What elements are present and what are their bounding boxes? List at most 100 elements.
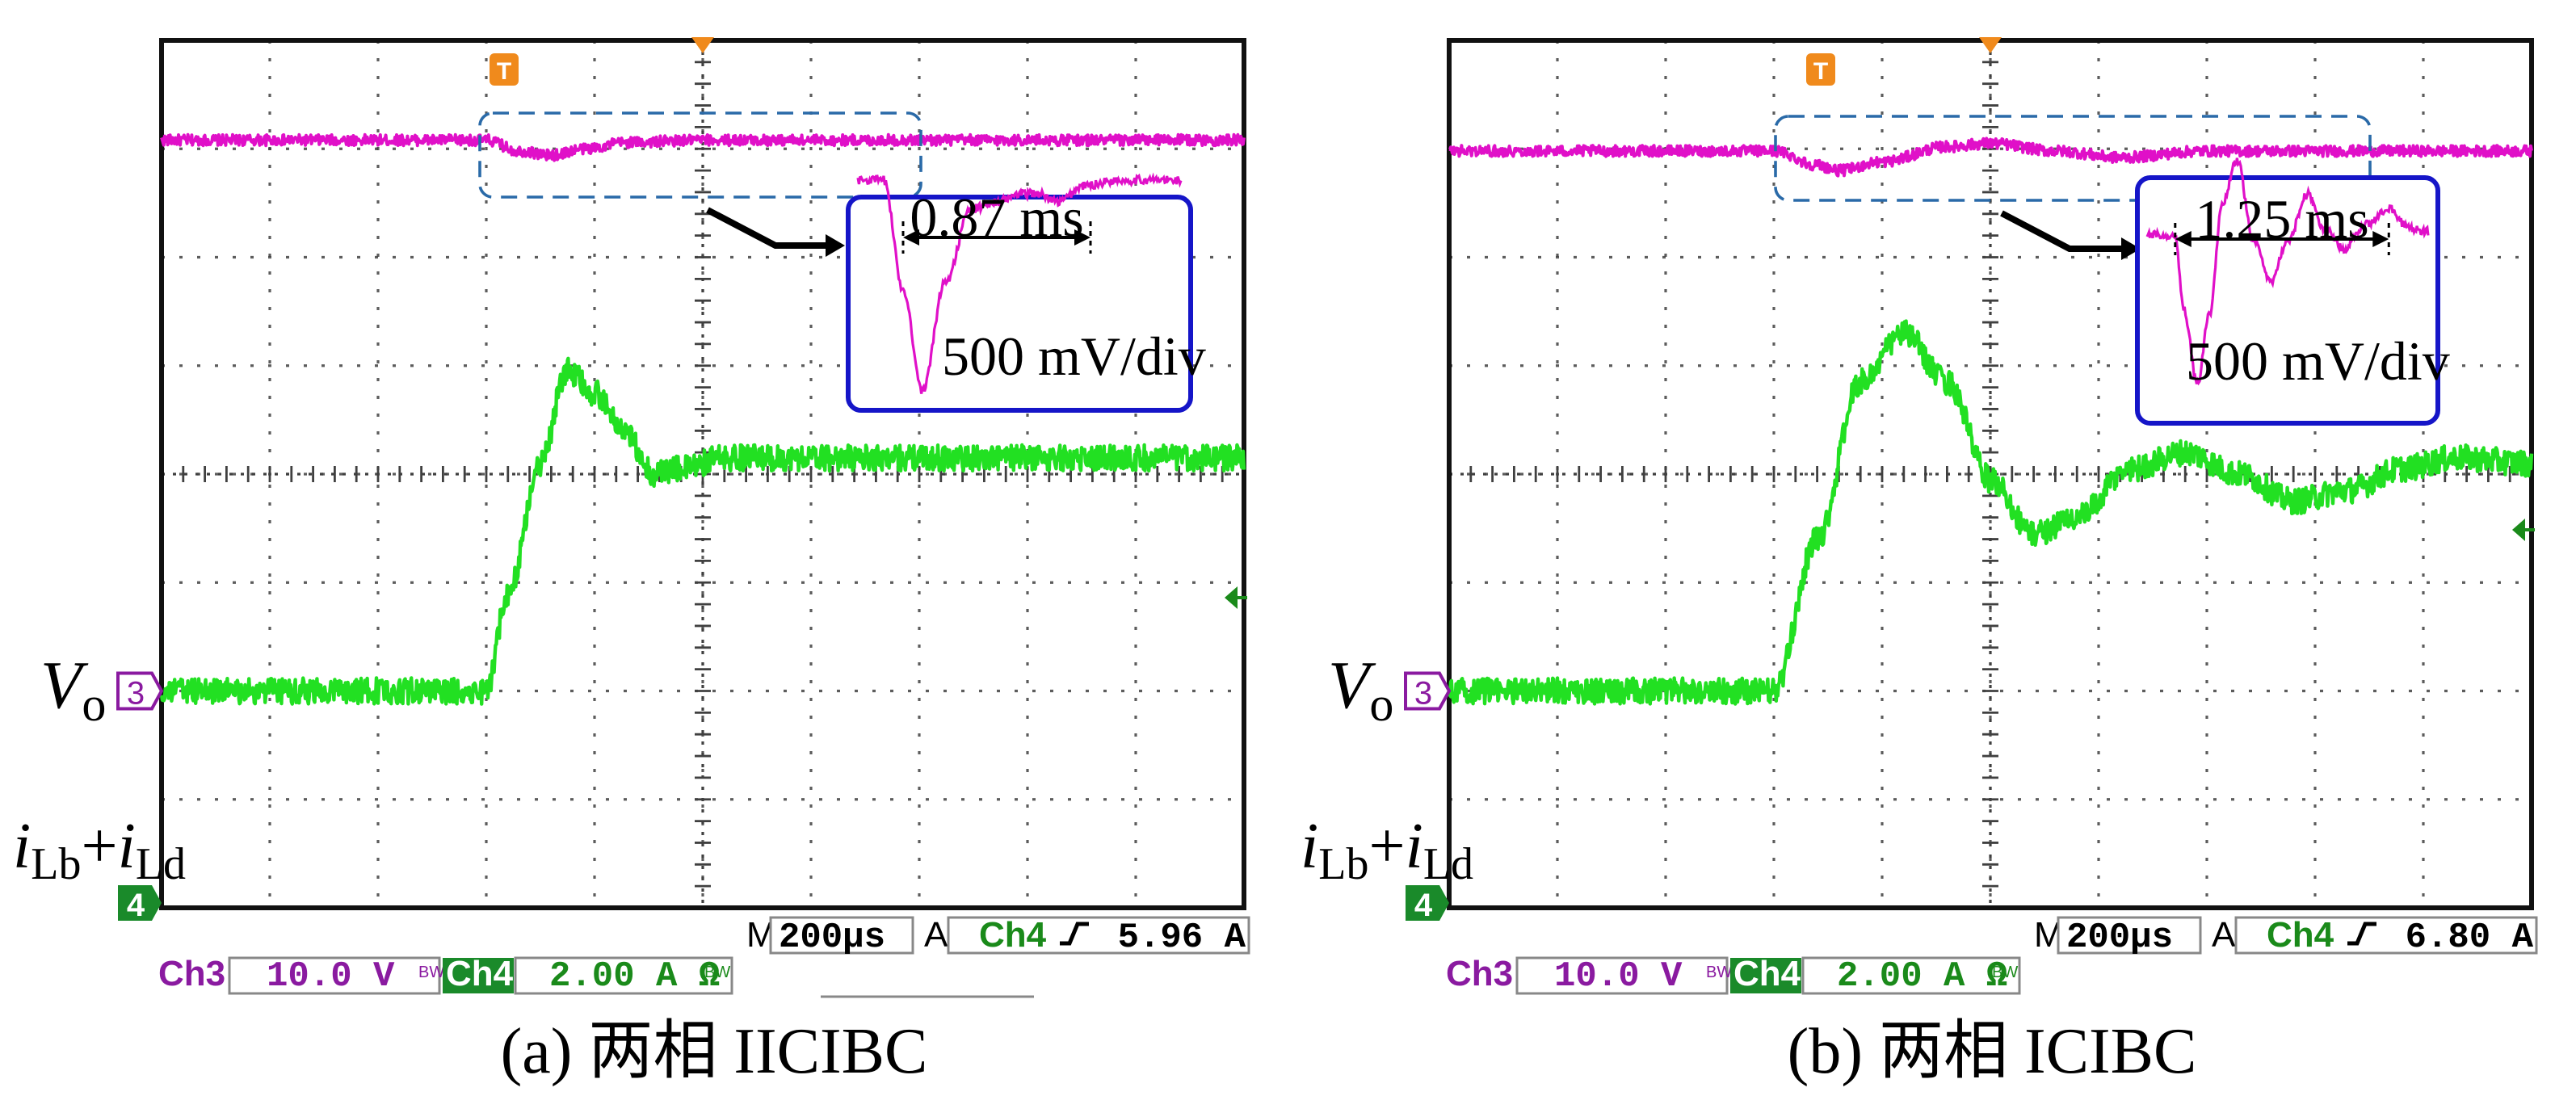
trigger-level: 5.96 A bbox=[1118, 918, 1246, 958]
timebase-value: 200µs bbox=[779, 918, 885, 958]
vo-main: V bbox=[1328, 648, 1376, 723]
vo-sub: o bbox=[82, 678, 106, 731]
ch4-scale-box bbox=[514, 956, 733, 995]
vo-main: V bbox=[40, 648, 89, 723]
scope-panel-b: T 1.25 ms 500 mV/div 3 4 Vo iLb+iLd M 200µs A Ch4 6… bbox=[1288, 0, 2575, 1117]
ch4-ground-marker: 4 bbox=[1406, 885, 1449, 923]
ch4-label: Ch4 bbox=[446, 954, 514, 993]
rising-edge-icon bbox=[1060, 922, 1089, 946]
trace-ch4 bbox=[159, 356, 1246, 706]
measure-arrow-left-icon bbox=[903, 229, 919, 246]
ch4-scale: 2.00 A Ω bbox=[549, 956, 720, 997]
i-lb-main: i bbox=[13, 811, 31, 882]
ch4-marker-text: 4 bbox=[1414, 888, 1433, 923]
i-ld-main: i bbox=[118, 811, 136, 882]
status-bar-channels: Ch3 10.0 V BW Ch4 2.00 A ΩBW bbox=[158, 954, 1034, 998]
trigger-position-marker bbox=[1979, 37, 2002, 53]
trigger-level: 6.80 A bbox=[2406, 918, 2534, 958]
zoom-region-box bbox=[1774, 115, 2372, 202]
timebase-value: 200µs bbox=[2066, 918, 2173, 958]
ch3-label: Ch3 bbox=[158, 954, 225, 993]
trigger-badge-text: T bbox=[497, 58, 511, 85]
ch3-scale-box bbox=[1515, 956, 1729, 995]
ch4-marker-shape bbox=[1406, 885, 1449, 921]
inset-trace-ch3 bbox=[856, 172, 1183, 394]
measure-arrow-right-icon bbox=[1074, 229, 1090, 246]
trigger-source: Ch4 bbox=[2267, 915, 2334, 955]
i-ld-sub: Ld bbox=[136, 839, 186, 889]
arrow-head-icon bbox=[826, 234, 845, 257]
inset-zoom: 0.87 ms 500 mV/div bbox=[846, 172, 1206, 413]
i-ld-sub: Ld bbox=[1423, 839, 1473, 889]
inset-time-label: 0.87 ms bbox=[910, 187, 1083, 248]
current-label: iLb+iLd bbox=[1301, 811, 1473, 889]
i-ld-main: i bbox=[1406, 811, 1423, 882]
vo-sub: o bbox=[1369, 678, 1393, 731]
trigger-badge bbox=[490, 53, 519, 86]
ch4-bw-icon: BW bbox=[1992, 964, 2018, 981]
inset-time-label: 1.25 ms bbox=[2195, 188, 2368, 250]
status-bar-timebase: M 200µs A Ch4 5.96 A bbox=[746, 915, 1250, 958]
trigger-box bbox=[947, 916, 1250, 955]
ch3-scale-box bbox=[228, 956, 441, 995]
vo-label: Vo bbox=[1328, 648, 1393, 731]
zoom-pointer-arrow bbox=[2000, 210, 2128, 252]
ch4-scale-box bbox=[1801, 956, 2021, 995]
ch3-scale: 10.0 V bbox=[1554, 956, 1683, 997]
scope-panel-a: T 0.87 ms 500 mV/div 3 4 Vo iLb+iLd M 200µs A Ch4 5… bbox=[13, 37, 1250, 1087]
rising-edge-icon bbox=[2347, 922, 2376, 946]
inset-scale-label: 500 mV/div bbox=[2186, 330, 2450, 392]
trigger-box bbox=[2234, 916, 2538, 955]
trace-ch4 bbox=[1448, 319, 2534, 706]
zoom-pointer-arrow bbox=[706, 207, 832, 249]
plus-sign: + bbox=[1368, 811, 1405, 882]
ch4-label: Ch4 bbox=[1733, 954, 1801, 993]
measure-arrow-right-icon bbox=[2372, 231, 2389, 247]
current-label: iLb+iLd bbox=[13, 811, 186, 889]
i-lb-sub: Lb bbox=[1318, 839, 1368, 889]
ch3-scale: 10.0 V bbox=[267, 956, 395, 997]
panel-caption: (a) 两相 IICIBC bbox=[501, 1016, 928, 1087]
ch4-label-bg bbox=[1730, 958, 1801, 993]
ch3-ground-marker: 3 bbox=[116, 671, 164, 712]
ch3-label: Ch3 bbox=[1446, 954, 1513, 993]
trigger-badge bbox=[1806, 53, 1835, 86]
ch3-marker-shape bbox=[116, 671, 164, 711]
ch3-bw-icon: BW bbox=[418, 964, 444, 981]
inset-scale-label: 500 mV/div bbox=[942, 325, 1206, 387]
grid bbox=[160, 39, 1246, 909]
ch3-marker-text: 3 bbox=[1414, 676, 1432, 712]
trace-ch3 bbox=[1448, 136, 2533, 178]
ch3-ground-marker: 3 bbox=[1404, 671, 1452, 712]
timebase-box bbox=[769, 916, 914, 955]
trigger-badge-text: T bbox=[1813, 58, 1828, 85]
trigger-mode: A bbox=[924, 915, 948, 955]
timebase-box bbox=[2057, 916, 2202, 955]
plus-sign: + bbox=[81, 811, 117, 882]
ch3-marker-text: 3 bbox=[127, 676, 145, 712]
status-bar-channels: Ch3 10.0 V BW Ch4 2.00 A ΩBW bbox=[1446, 954, 2021, 997]
panel-caption: (b) 两相 ICIBC bbox=[1788, 1016, 2197, 1087]
trace-ch3 bbox=[160, 132, 1246, 162]
ch3-marker-shape bbox=[1404, 671, 1452, 711]
ch3-bw-icon: BW bbox=[1706, 964, 1732, 981]
ch4-ground-marker: 4 bbox=[118, 885, 162, 923]
inset-zoom: 1.25 ms 500 mV/div bbox=[2135, 157, 2450, 426]
ch4-label-bg bbox=[443, 958, 514, 993]
ch4-scale: 2.00 A Ω bbox=[1837, 956, 2007, 997]
status-bar-timebase: M 200µs A Ch4 6.80 A bbox=[2034, 915, 2538, 958]
inset-trace-ch3 bbox=[2145, 157, 2430, 386]
ch4-marker-text: 4 bbox=[127, 888, 145, 923]
vo-label: Vo bbox=[40, 648, 106, 731]
i-lb-main: i bbox=[1301, 811, 1318, 882]
ch4-marker-shape bbox=[118, 885, 162, 921]
zoom-region-box bbox=[478, 111, 922, 199]
ch4-bw-icon: BW bbox=[704, 964, 730, 981]
i-lb-sub: Lb bbox=[31, 839, 81, 889]
trigger-position-marker bbox=[691, 37, 714, 53]
measure-arrow-left-icon bbox=[2175, 231, 2191, 247]
arrow-head-icon bbox=[2121, 237, 2141, 260]
trigger-mode: A bbox=[2212, 915, 2236, 955]
